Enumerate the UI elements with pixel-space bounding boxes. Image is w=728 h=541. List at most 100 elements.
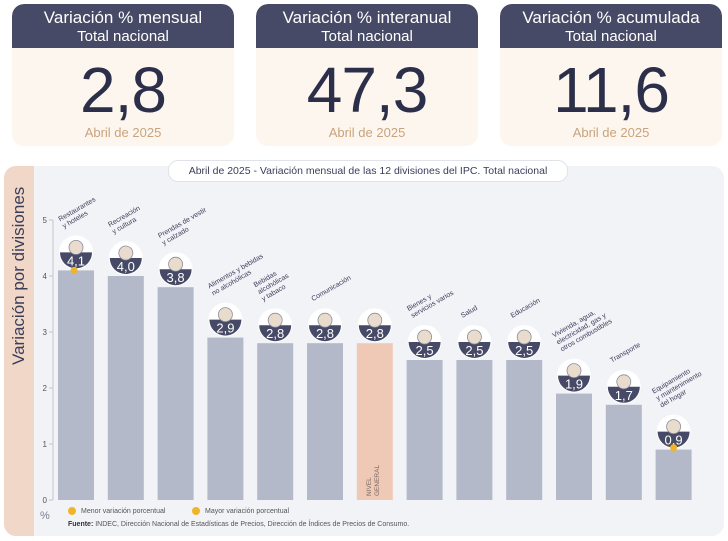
kpi-card-title: Variación % mensual <box>43 8 203 27</box>
legend-max: Mayor variación porcentual <box>192 507 289 515</box>
value-bubble <box>209 319 242 336</box>
y-tick-label: 0 <box>43 496 48 505</box>
min-marker <box>670 444 678 452</box>
bar <box>307 343 343 500</box>
y-tick-label: 4 <box>43 272 48 281</box>
kpi-card-subtitle: Total nacional <box>565 28 657 45</box>
data-label: 2,9 <box>216 321 234 336</box>
bottles-icon <box>267 312 283 328</box>
category-label: Educación <box>510 297 542 319</box>
kpi-card-monthly: Variación % mensual Total nacional 2,8 A… <box>12 4 234 146</box>
kpi-card-cumulative: Variación % acumulada Total nacional 11,… <box>500 4 722 146</box>
category-label: Restaurantesy hoteles <box>58 196 102 230</box>
kpi-card-value: 47,3 <box>306 54 429 126</box>
parasol-icon <box>118 245 134 261</box>
kpi-card-period: Abril de 2025 <box>84 125 162 140</box>
data-label: 2,8 <box>366 326 384 341</box>
kpi-card-value: 2,8 <box>80 54 167 126</box>
kpi-card-value: 11,6 <box>553 54 670 126</box>
legend-min-label: Menor variación porcentual <box>81 507 166 515</box>
basket-icon <box>367 312 383 328</box>
category-label: Transporte <box>609 342 642 365</box>
category-label: Prendas de vestiry calzado <box>157 206 212 247</box>
kpi-card-period: Abril de 2025 <box>328 125 406 140</box>
data-label: 2,5 <box>515 343 533 358</box>
legend-marker <box>192 507 200 515</box>
cutlery-icon <box>68 239 84 255</box>
bar <box>58 270 94 500</box>
lightbulb-icon <box>566 363 582 379</box>
data-label: 2,5 <box>465 343 483 358</box>
legend-min: Menor variación porcentual <box>68 507 165 515</box>
kpi-card-header: Variación % interanual Total nacional <box>256 4 478 48</box>
y-tick-label: 1 <box>43 440 48 449</box>
source-label: Fuente: <box>68 521 94 528</box>
bar <box>107 276 144 500</box>
grocery-icon <box>217 307 233 323</box>
data-label: 3,8 <box>167 270 185 285</box>
value-bubble <box>458 342 491 358</box>
kpi-card-header: Variación % mensual Total nacional <box>12 4 234 48</box>
kpi-card-header: Variación % acumulada Total nacional <box>500 4 722 48</box>
value-bubble <box>259 325 292 342</box>
kpi-card-period: Abril de 2025 <box>572 125 650 140</box>
category-label: Comunicación <box>311 275 353 303</box>
medical-cross-icon <box>466 329 482 345</box>
data-label: 2,8 <box>316 326 334 341</box>
kpi-card-subtitle: Total nacional <box>77 28 169 45</box>
clothing-icon <box>168 256 184 272</box>
category-label: Recreacióny cultura <box>107 205 145 236</box>
y-axis-label-band <box>4 166 34 536</box>
bus-icon <box>616 374 632 390</box>
phone-icon <box>317 312 333 328</box>
category-label: Salud <box>460 305 479 320</box>
data-label: 2,8 <box>266 326 284 341</box>
sofa-icon <box>666 419 681 435</box>
bar <box>356 343 393 500</box>
bar <box>456 360 493 500</box>
value-bubble <box>109 258 142 274</box>
value-bubble <box>607 386 640 403</box>
legend-max-label: Mayor variación porcentual <box>205 507 290 515</box>
max-marker <box>70 266 78 274</box>
data-label: 4,1 <box>67 253 85 268</box>
bar <box>506 360 543 500</box>
legend-marker <box>68 507 76 515</box>
data-label: 4,0 <box>117 259 135 274</box>
value-bubble <box>309 325 341 342</box>
value-bubble <box>60 252 92 269</box>
data-label: 1,9 <box>565 377 583 392</box>
value-bubble <box>408 342 441 358</box>
kpi-card-title: Variación % interanual <box>282 8 452 27</box>
chart-title: Abril de 2025 - Variación mensual de las… <box>168 160 568 182</box>
bar <box>257 343 294 500</box>
comb-icon <box>417 329 433 345</box>
source-text: INDEC, Dirección Nacional de Estadística… <box>95 521 410 528</box>
value-bubble <box>657 431 690 448</box>
bar <box>406 360 443 500</box>
data-label: 2,5 <box>416 343 434 358</box>
kpi-card-title: Variación % acumulada <box>522 8 700 27</box>
kpi-card-yearly: Variación % interanual Total nacional 47… <box>256 4 478 146</box>
y-tick-label: 3 <box>43 328 48 337</box>
bar <box>605 404 642 500</box>
notebook-icon <box>516 329 532 345</box>
category-label: Vivienda, agua,electricidad, gas yotros … <box>552 304 614 353</box>
category-label: Equipamientoy mantenimientodel hogar <box>651 364 707 410</box>
y-axis-unit: % <box>40 510 50 522</box>
data-label: 1,7 <box>615 388 633 403</box>
data-label: 0,9 <box>665 433 683 448</box>
value-bubble <box>508 342 541 358</box>
value-bubble <box>159 269 192 286</box>
y-tick-label: 2 <box>43 384 48 393</box>
value-bubble <box>558 375 590 392</box>
bar <box>207 337 244 500</box>
bar <box>556 393 592 500</box>
category-label: Bienes yservicios varios <box>406 283 455 320</box>
category-label: NIVELGENERAL <box>366 465 381 496</box>
source-note: Fuente: INDEC, Dirección Nacional de Est… <box>68 521 409 528</box>
category-label: Bebidasalcohólicasy tabaco <box>253 265 295 302</box>
bar <box>655 449 692 500</box>
value-bubble <box>358 325 391 342</box>
kpi-card-subtitle: Total nacional <box>321 28 413 45</box>
